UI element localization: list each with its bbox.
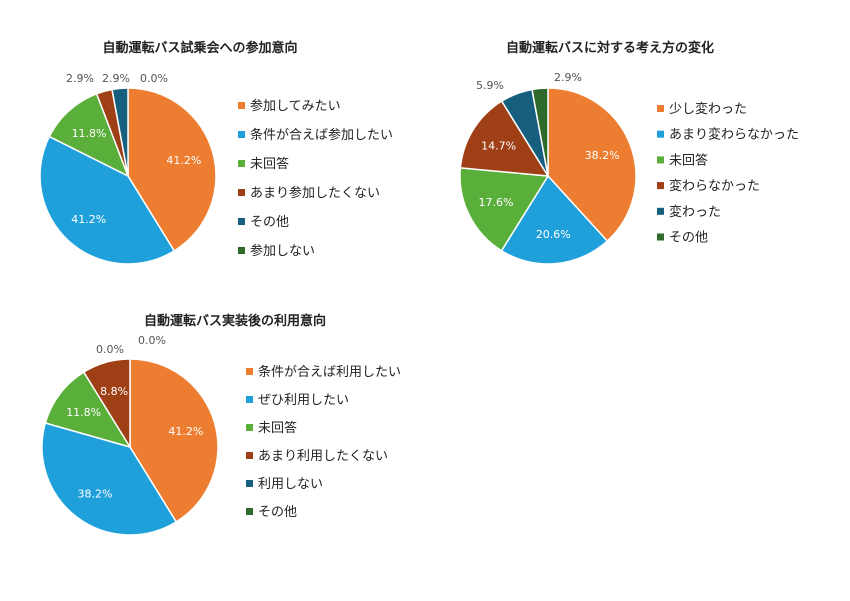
legend-item: 条件が合えば参加したい bbox=[250, 127, 393, 143]
legend-item: その他 bbox=[669, 231, 708, 246]
pie-slice bbox=[48, 92, 130, 178]
legend-swatch bbox=[657, 233, 664, 241]
pie-chart-2: 自動運転バスに対する考え方の変化 38.2% 少し変わった 20.6% あまり変わらなか… bbox=[459, 40, 799, 265]
pie-chart-1: 自動運転バス試乗会への参加意向 41.2% 参加してみたい 41.2% 条件が合えば参加… bbox=[39, 40, 393, 265]
data-label: 2.9% bbox=[102, 72, 130, 85]
data-label: 2.9% bbox=[66, 72, 94, 85]
legend-swatch bbox=[238, 131, 245, 138]
pie-slice bbox=[547, 87, 637, 243]
legend-item: あまり利用したくない bbox=[258, 449, 388, 464]
legend-item: 参加してみたい bbox=[250, 98, 341, 114]
legend-swatch bbox=[657, 105, 664, 112]
legend-swatch bbox=[657, 207, 664, 215]
legend-item: あまり参加したくない bbox=[250, 185, 380, 201]
chart-title: 自動運転バス試乗会への参加意向 bbox=[102, 40, 297, 56]
legend-swatch bbox=[246, 508, 253, 515]
pie-slice bbox=[129, 358, 219, 523]
legend-item: あまり変わらなかった bbox=[669, 127, 799, 143]
pie-slice bbox=[459, 100, 550, 177]
pie-slice bbox=[531, 87, 549, 177]
data-label: 41.2% bbox=[71, 213, 106, 226]
legend-item: 条件が合えば利用したい bbox=[258, 364, 401, 380]
data-label: 41.2% bbox=[166, 154, 201, 167]
data-label: 0.0% bbox=[138, 334, 166, 347]
pie-slice bbox=[459, 167, 550, 252]
legend-item: 未回答 bbox=[258, 420, 297, 436]
pie-slice bbox=[82, 358, 131, 450]
data-label: 41.2% bbox=[168, 425, 203, 438]
pie-slice bbox=[500, 174, 609, 265]
data-label: 38.2% bbox=[78, 487, 113, 500]
legend-swatch bbox=[238, 247, 245, 254]
legend-item: 変わらなかった bbox=[669, 178, 760, 194]
legend-swatch bbox=[246, 452, 253, 459]
pie-slice bbox=[41, 422, 178, 536]
legend-item: 参加しない bbox=[250, 243, 315, 259]
legend-item: 利用しない bbox=[258, 477, 323, 492]
data-label: 20.6% bbox=[536, 228, 571, 241]
legend-item: その他 bbox=[250, 215, 289, 230]
legend-swatch bbox=[238, 160, 245, 167]
legend-swatch bbox=[246, 368, 253, 375]
pie-slice bbox=[111, 87, 129, 177]
pie-slice bbox=[39, 135, 176, 265]
data-label: 5.9% bbox=[476, 79, 504, 92]
data-label: 11.8% bbox=[72, 127, 107, 140]
legend-swatch bbox=[657, 156, 664, 164]
legend-item: 変わった bbox=[669, 204, 721, 220]
legend-swatch bbox=[657, 182, 664, 190]
pie-chart-3: 自動運転バス実装後の利用意向 41.2% 条件が合えば利用したい 38.2% ぜひ利用し… bbox=[41, 313, 401, 536]
legend-swatch bbox=[246, 480, 253, 487]
chart-title: 自動運転バスに対する考え方の変化 bbox=[506, 40, 714, 56]
data-label: 2.9% bbox=[554, 71, 582, 84]
legend-swatch bbox=[246, 396, 253, 403]
legend-item: 未回答 bbox=[669, 152, 708, 168]
legend-item: 少し変わった bbox=[669, 101, 747, 117]
data-label: 0.0% bbox=[96, 343, 124, 356]
pie-slice bbox=[127, 87, 217, 252]
legend-swatch bbox=[238, 189, 245, 196]
data-label: 0.0% bbox=[140, 72, 168, 85]
legend-swatch bbox=[657, 130, 664, 138]
data-label: 11.8% bbox=[66, 406, 101, 419]
data-label: 14.7% bbox=[481, 139, 516, 152]
legend-item: ぜひ利用したい bbox=[258, 393, 349, 408]
legend-swatch bbox=[246, 424, 253, 431]
chart-title: 自動運転バス実装後の利用意向 bbox=[144, 313, 326, 329]
pie-slice bbox=[44, 371, 132, 449]
legend-item: その他 bbox=[258, 505, 297, 520]
legend-swatch bbox=[238, 218, 245, 225]
legend-swatch bbox=[238, 102, 245, 109]
data-label: 8.8% bbox=[100, 385, 128, 398]
data-label: 17.6% bbox=[478, 196, 513, 209]
legend-item: 未回答 bbox=[250, 156, 289, 172]
data-label: 38.2% bbox=[585, 149, 620, 162]
